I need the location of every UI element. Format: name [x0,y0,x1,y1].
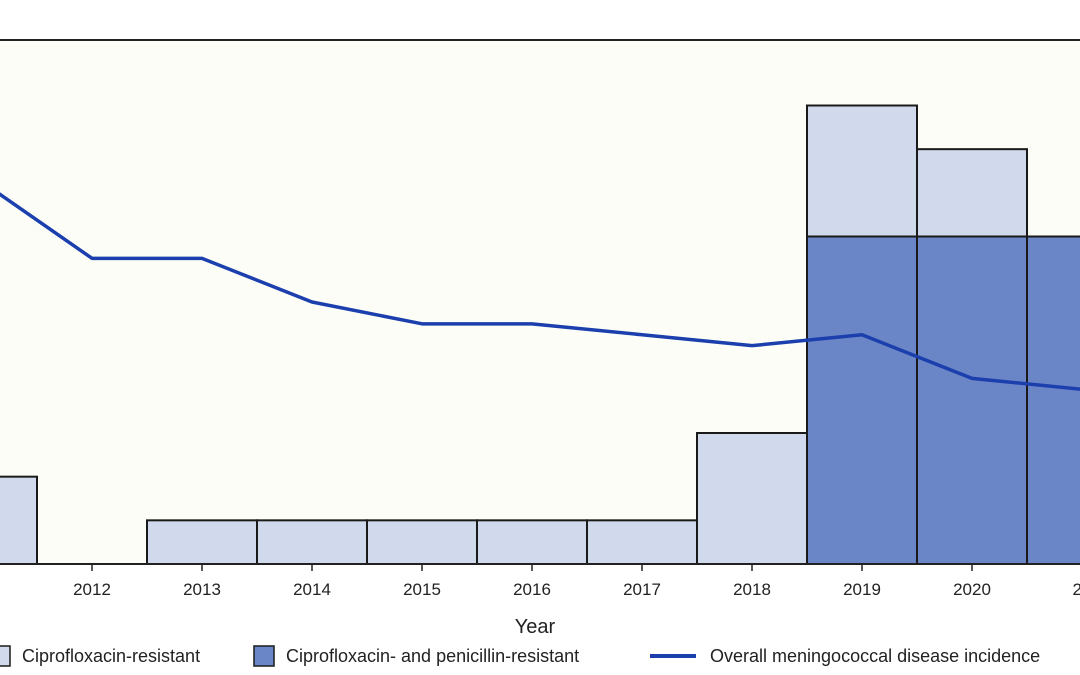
x-tick-label-2013: 2013 [183,580,221,599]
x-tick-label-2015: 2015 [403,580,441,599]
line-layer [0,192,1080,391]
x-tick-label-2017: 2017 [623,580,661,599]
x-axis-title: Year [515,616,556,638]
bar-cipro-pen-resistant-2021 [1026,235,1080,565]
bar-cipro-resistant-2014 [256,519,368,565]
bar-cipro-resistant-2011 [0,475,38,565]
x-tick-label-2014: 2014 [293,580,331,599]
x-tick-label-2018: 2018 [733,580,771,599]
legend-cipro-pen-resistant-label: Ciprofloxacin- and penicillin-resistant [286,646,579,666]
legend-cipro-resistant-swatch [0,645,11,667]
legend-cipro-pen-resistant-swatch [253,645,275,667]
bar-cipro-resistant-2020 [916,148,1028,238]
bar-cipro-resistant-2016 [476,519,588,565]
bar-cipro-resistant-2013 [146,519,258,565]
bar-cipro-pen-resistant-2019 [806,235,918,565]
legend-incidence-label: Overall meningococcal disease incidence [710,646,1040,666]
bar-cipro-resistant-2019 [806,104,918,238]
bar-cipro-resistant-2015 [366,519,478,565]
x-ticks: 120122013201420152016201720182019202020 [73,564,1080,599]
x-tick-label-2019: 2019 [843,580,881,599]
x-tick-label-2021: 20 [1073,580,1080,599]
bars-layer [0,104,1080,565]
x-tick-label-2020: 2020 [953,580,991,599]
legend: Ciprofloxacin-resistant Ciprofloxacin- an… [0,645,1040,667]
x-tick-label-2016: 2016 [513,580,551,599]
legend-cipro-resistant-label: Ciprofloxacin-resistant [22,646,200,666]
incidence-line [0,192,1080,391]
x-tick-label-2012: 2012 [73,580,111,599]
bar-cipro-pen-resistant-2020 [916,235,1028,565]
bar-cipro-resistant-2018 [696,432,808,565]
bar-cipro-resistant-2017 [586,519,698,565]
